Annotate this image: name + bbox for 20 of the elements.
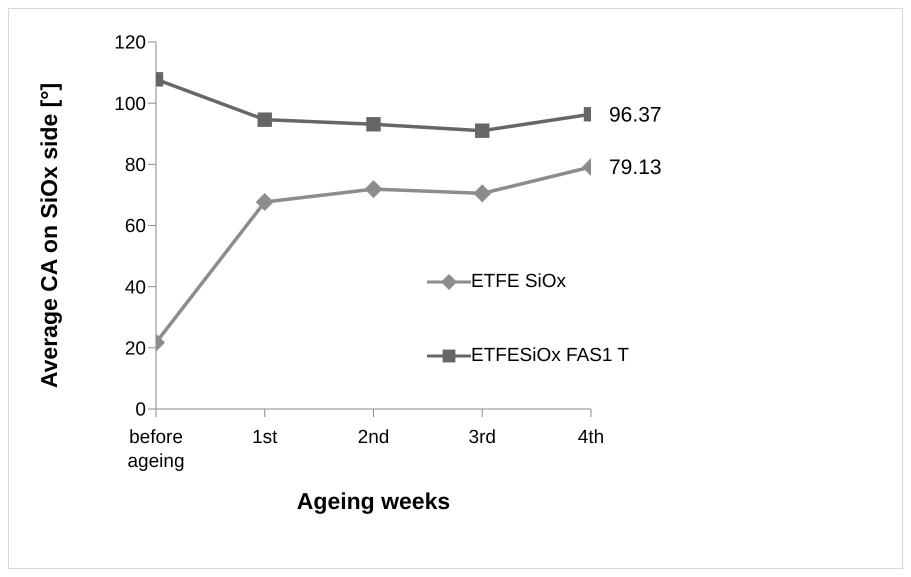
y-tick-label: 120 bbox=[114, 32, 146, 54]
x-axis-title: Ageing weeks bbox=[296, 488, 450, 514]
x-tick-label: 3rd bbox=[468, 427, 496, 448]
y-tick-label: 100 bbox=[114, 94, 146, 115]
x-tick-label: 1st bbox=[252, 427, 278, 448]
y-tick-label: 40 bbox=[124, 277, 146, 298]
legend-label: ETFE SiOx bbox=[471, 271, 566, 293]
x-tick-label: before ageing bbox=[127, 427, 185, 472]
y-tick-label: 20 bbox=[124, 338, 146, 360]
y-tick-label: 60 bbox=[124, 216, 146, 238]
point bbox=[364, 180, 382, 198]
data-label: 79.13 bbox=[609, 156, 662, 179]
x-tick-label: 2nd bbox=[358, 427, 390, 448]
y-tick-label: 0 bbox=[135, 400, 146, 421]
point bbox=[366, 117, 381, 132]
y-tick-label: 80 bbox=[124, 155, 146, 176]
legend-label: ETFESiOx FAS1 T bbox=[471, 345, 630, 367]
data-label: 96.37 bbox=[609, 103, 662, 126]
y-axis-title: Average CA on SiOx side [°] bbox=[36, 82, 62, 388]
x-tick-label: 4th bbox=[578, 427, 604, 448]
